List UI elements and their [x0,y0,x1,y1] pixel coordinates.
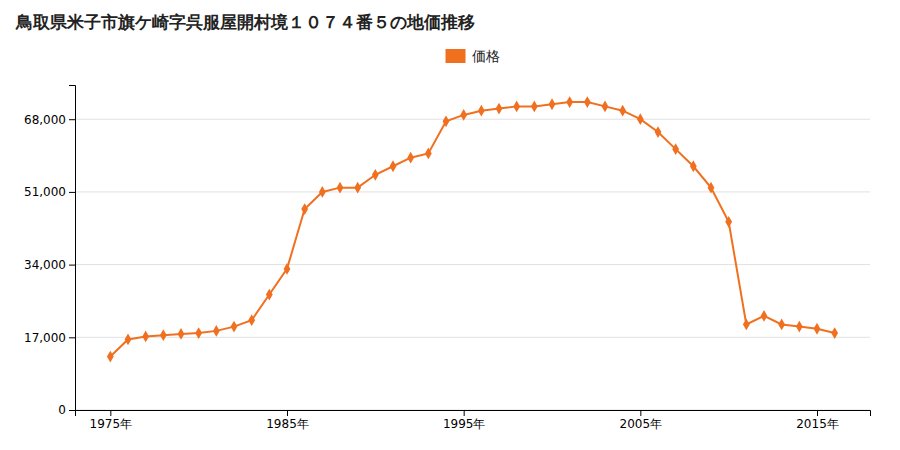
marker [814,323,821,335]
marker [531,100,538,112]
marker [284,263,291,275]
marker [761,310,768,322]
x-axis: 1975年 1985年 1995年 2005年 2015年 [76,410,871,431]
marker [619,105,626,117]
title: 鳥取県米子市旗ケ崎字呉服屋開村境１０７４番５の地価推移 [15,12,475,32]
marker [372,169,379,181]
legend-item: 価格 [446,48,500,64]
axis-line [69,86,76,411]
tick-mark [464,410,465,416]
marker [248,314,255,326]
tick: 34,000 [24,258,75,272]
marker [708,182,715,194]
chart: 鳥取県米子市旗ケ崎字呉服屋開村境１０７４番５の地価推移 1975年 1985年 199… [0,0,900,450]
tick-mark [69,265,75,266]
marker [460,109,467,121]
marker [637,113,644,125]
tick-label: 2015年 [796,417,839,431]
marker [142,331,149,343]
tick-label: 1985年 [266,417,309,431]
marker [231,321,238,333]
marker [513,100,520,112]
tick-mark [817,410,818,416]
marker [160,329,167,341]
marker [425,148,432,160]
tick: 1995年 [443,410,486,431]
tick-label: 0 [58,403,66,417]
tick-label: 1975年 [90,417,133,431]
tick-mark [69,119,75,120]
marker [655,126,662,138]
grid-line [75,119,870,120]
tick: 51,000 [24,185,75,199]
marker [354,182,361,194]
marks [107,96,838,362]
marker [690,160,697,172]
marker [125,334,132,346]
plot: 1975年 1985年 1995年 2005年 2015年 0 17,000 34,000 51… [24,86,871,431]
tick: 2015年 [796,410,839,431]
marker [549,98,556,110]
tick: 1975年 [90,410,133,431]
tick-mark [69,410,75,411]
marker [443,115,450,127]
marker [496,103,503,115]
tick-mark [110,410,111,416]
tick-mark [69,192,75,193]
marker [107,351,114,363]
tick: 0 [58,403,75,417]
tick: 68,000 [24,113,75,127]
axis-line [76,411,871,417]
marker [584,96,591,108]
grid-line [75,337,870,338]
tick-label: 17,000 [24,331,66,345]
marker [178,328,185,340]
marker [390,160,397,172]
grid [75,119,870,410]
marker [831,327,838,339]
marker [725,216,732,228]
tick-label: 2005年 [620,417,663,431]
tick-mark [287,410,288,416]
tick-label: 68,000 [24,113,66,127]
marker [796,321,803,333]
tick: 17,000 [24,331,75,345]
grid-line [75,264,870,265]
marker [337,182,344,194]
marker [266,289,273,301]
tick-label: 34,000 [24,258,66,272]
tick-mark [69,337,75,338]
tick: 2005年 [620,410,663,431]
marker [213,325,220,337]
grid-line [75,191,870,192]
marker [478,105,485,117]
marker [566,96,573,108]
marker [672,143,679,155]
legend: 価格 [446,48,500,64]
marker [319,186,326,198]
marker [778,319,785,331]
marker [407,152,414,164]
marker [301,203,308,215]
tick-label: 51,000 [24,185,66,199]
tick-mark [640,410,641,416]
tick: 1985年 [266,410,309,431]
y-axis: 0 17,000 34,000 51,000 68,000 [24,86,76,418]
marker [743,319,750,331]
legend-label: 価格 [472,48,500,64]
marker [602,100,609,112]
line [110,102,834,356]
marker [195,327,202,339]
tick-label: 1995年 [443,417,486,431]
legend-swatch [446,49,466,63]
